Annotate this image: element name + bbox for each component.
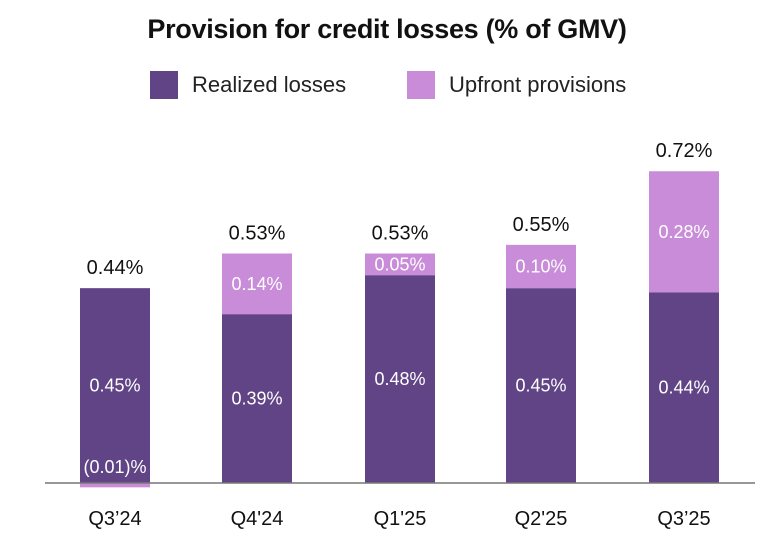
bar-realized-1	[80, 288, 150, 483]
chart-legend: Realized losses Upfront provisions	[0, 70, 774, 100]
label-realized-4: 0.45%	[515, 376, 566, 396]
label-total-2: 0.53%	[229, 223, 286, 245]
bar-upfront-2	[222, 253, 292, 315]
label-total-4: 0.55%	[513, 214, 570, 236]
legend-label-upfront-provisions: Upfront provisions	[449, 72, 627, 97]
chart-title: Provision for credit losses (% of GMV)	[147, 14, 627, 44]
label-realized-1: 0.45%	[89, 376, 140, 396]
label-upfront-1: (0.01)%	[83, 457, 146, 477]
legend-item-realized-losses: Realized losses	[150, 70, 346, 100]
x-tick-label-q3-25: Q3’25	[657, 508, 710, 530]
label-realized-2: 0.39%	[231, 389, 282, 409]
bar-upfront-4	[506, 244, 576, 289]
label-upfront-3: 0.05%	[374, 254, 425, 274]
bar-upfront-5	[649, 171, 719, 293]
label-total-3: 0.53%	[372, 223, 429, 245]
label-realized-3: 0.48%	[374, 369, 425, 389]
bar-realized-5	[649, 292, 719, 483]
legend-swatch-upfront-provisions	[407, 71, 435, 99]
bar-realized-2	[222, 314, 292, 483]
legend-swatch-realized-losses	[150, 71, 178, 99]
label-total-1: 0.44%	[87, 257, 144, 279]
label-upfront-2: 0.14%	[231, 274, 282, 294]
legend-label-realized-losses: Realized losses	[192, 72, 347, 97]
bar-upfront-1	[80, 483, 150, 488]
x-tick-label-q3-24: Q3’24	[88, 508, 141, 530]
label-upfront-4: 0.10%	[515, 257, 566, 277]
bar-realized-4	[506, 288, 576, 483]
x-tick-label-q4-24: Q4'24	[231, 508, 284, 530]
label-total-5: 0.72%	[656, 140, 713, 162]
x-tick-label-q1-25: Q1'25	[374, 508, 427, 530]
label-upfront-5: 0.28%	[658, 222, 709, 242]
label-realized-5: 0.44%	[658, 378, 709, 398]
legend-item-upfront-provisions: Upfront provisions	[407, 70, 626, 100]
bar-realized-3	[365, 275, 435, 483]
x-tick-label-q2-25: Q2'25	[515, 508, 568, 530]
bar-upfront-3	[365, 253, 435, 276]
